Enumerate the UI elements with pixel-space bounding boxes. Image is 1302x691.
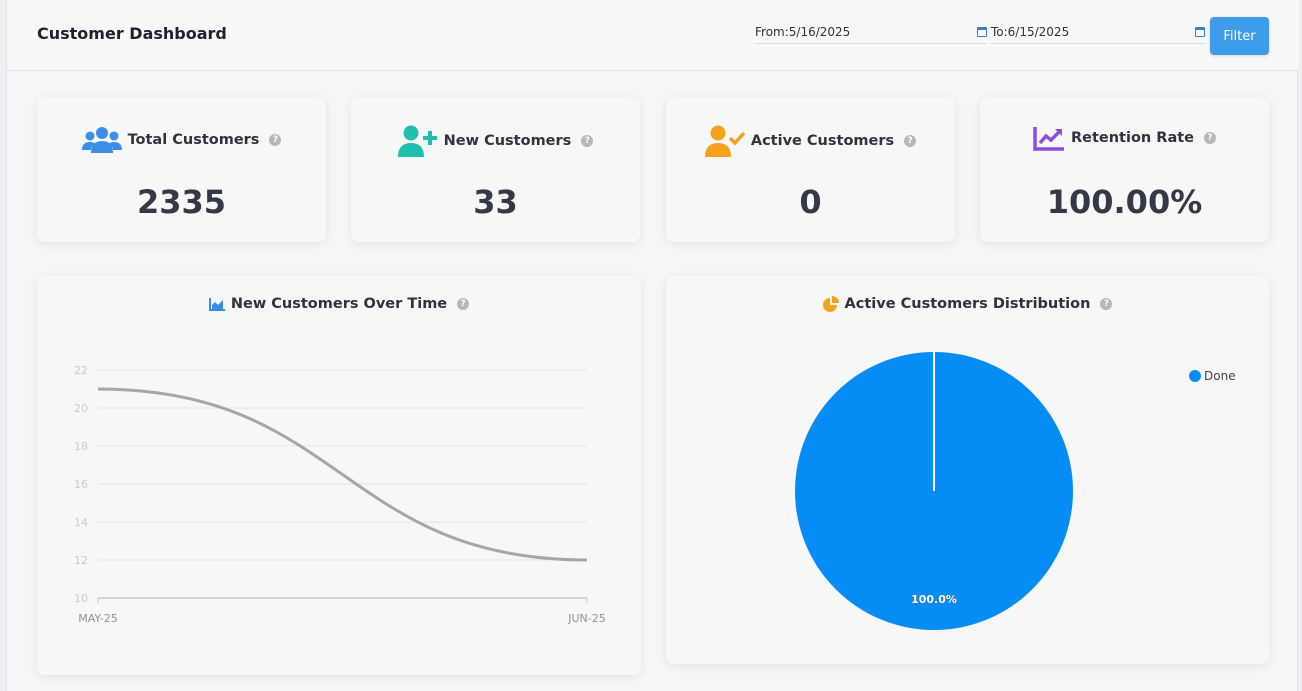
x-tick-label: JUN-25	[567, 612, 606, 625]
user-plus-icon	[397, 125, 437, 157]
to-date-label: To:6/15/2025	[991, 25, 1070, 39]
users-icon	[81, 127, 122, 153]
legend-label: Done	[1204, 369, 1236, 383]
panel-title-text: New Customers Over Time	[230, 296, 448, 312]
help-icon[interactable]: ?	[1100, 298, 1113, 310]
retention-rate-card: Retention Rate ? 100.00%	[980, 97, 1269, 242]
legend-marker	[1189, 370, 1201, 382]
help-icon[interactable]: ?	[581, 135, 594, 147]
user-check-icon	[704, 125, 745, 157]
line-chart: 10 12 14 16 18 20 22 MAY-25 JUN-25	[74, 364, 606, 625]
calendar-icon[interactable]	[1195, 27, 1205, 37]
series-line	[97, 387, 588, 562]
from-date-label: From:5/16/2025	[755, 25, 851, 39]
y-tick-label: 12	[74, 554, 88, 567]
kpi-label: New Customers	[443, 133, 572, 149]
y-tick-label: 16	[74, 478, 88, 491]
x-tick-label: MAY-25	[78, 612, 118, 625]
pie-chart-icon	[822, 296, 839, 312]
chart-line-icon	[1033, 127, 1064, 151]
help-icon[interactable]: ?	[904, 135, 917, 147]
pie-chart: 100.0% Done	[795, 352, 1236, 630]
page-title: Customer Dashboard	[37, 24, 227, 43]
kpi-title: Active Customers ?	[666, 125, 955, 157]
help-icon[interactable]: ?	[269, 134, 282, 146]
y-tick-label: 20	[74, 402, 88, 415]
active-customers-card: Active Customers ? 0	[666, 97, 955, 242]
y-tick-label: 22	[74, 364, 88, 377]
header-bar: Customer Dashboard From:5/16/2025 To:6/1…	[7, 0, 1299, 71]
calendar-icon[interactable]	[977, 27, 987, 37]
y-tick-label: 10	[74, 592, 88, 605]
kpi-label: Total Customers	[127, 132, 260, 148]
panel-title: New Customers Over Time ?	[37, 296, 641, 312]
kpi-label: Active Customers	[750, 133, 895, 149]
kpi-value: 2335	[136, 183, 227, 221]
y-tick-label: 14	[74, 516, 88, 529]
data-label: 100.0%	[911, 593, 957, 606]
area-chart-icon	[208, 297, 225, 311]
kpi-value: 100.00%	[1046, 183, 1203, 221]
panel-title: Active Customers Distribution ?	[666, 296, 1269, 312]
kpi-label: Retention Rate	[1070, 130, 1195, 146]
to-date-input[interactable]: To:6/15/2025	[991, 22, 1205, 44]
kpi-title: Total Customers ?	[37, 125, 326, 155]
panel-title-text: Active Customers Distribution	[844, 296, 1091, 312]
from-date-input[interactable]: From:5/16/2025	[755, 22, 987, 44]
filter-button[interactable]: Filter	[1210, 17, 1269, 55]
new-customers-chart-panel: New Customers Over Time ? 10 12 14 16 18 20 22…	[37, 276, 641, 675]
kpi-value: 33	[473, 183, 518, 221]
total-customers-card: Total Customers ? 2335	[37, 97, 326, 242]
kpi-title: New Customers ?	[351, 125, 640, 157]
kpi-value: 0	[799, 183, 822, 221]
dashboard-frame: Customer Dashboard From:5/16/2025 To:6/1…	[6, 0, 1299, 691]
help-icon[interactable]: ?	[457, 298, 470, 310]
y-tick-label: 18	[74, 440, 88, 453]
help-icon[interactable]: ?	[1204, 132, 1217, 144]
kpi-title: Retention Rate ?	[980, 125, 1269, 151]
new-customers-card: New Customers ? 33	[351, 97, 640, 242]
active-distribution-panel: Active Customers Distribution ? 100.0% Do…	[666, 276, 1269, 664]
